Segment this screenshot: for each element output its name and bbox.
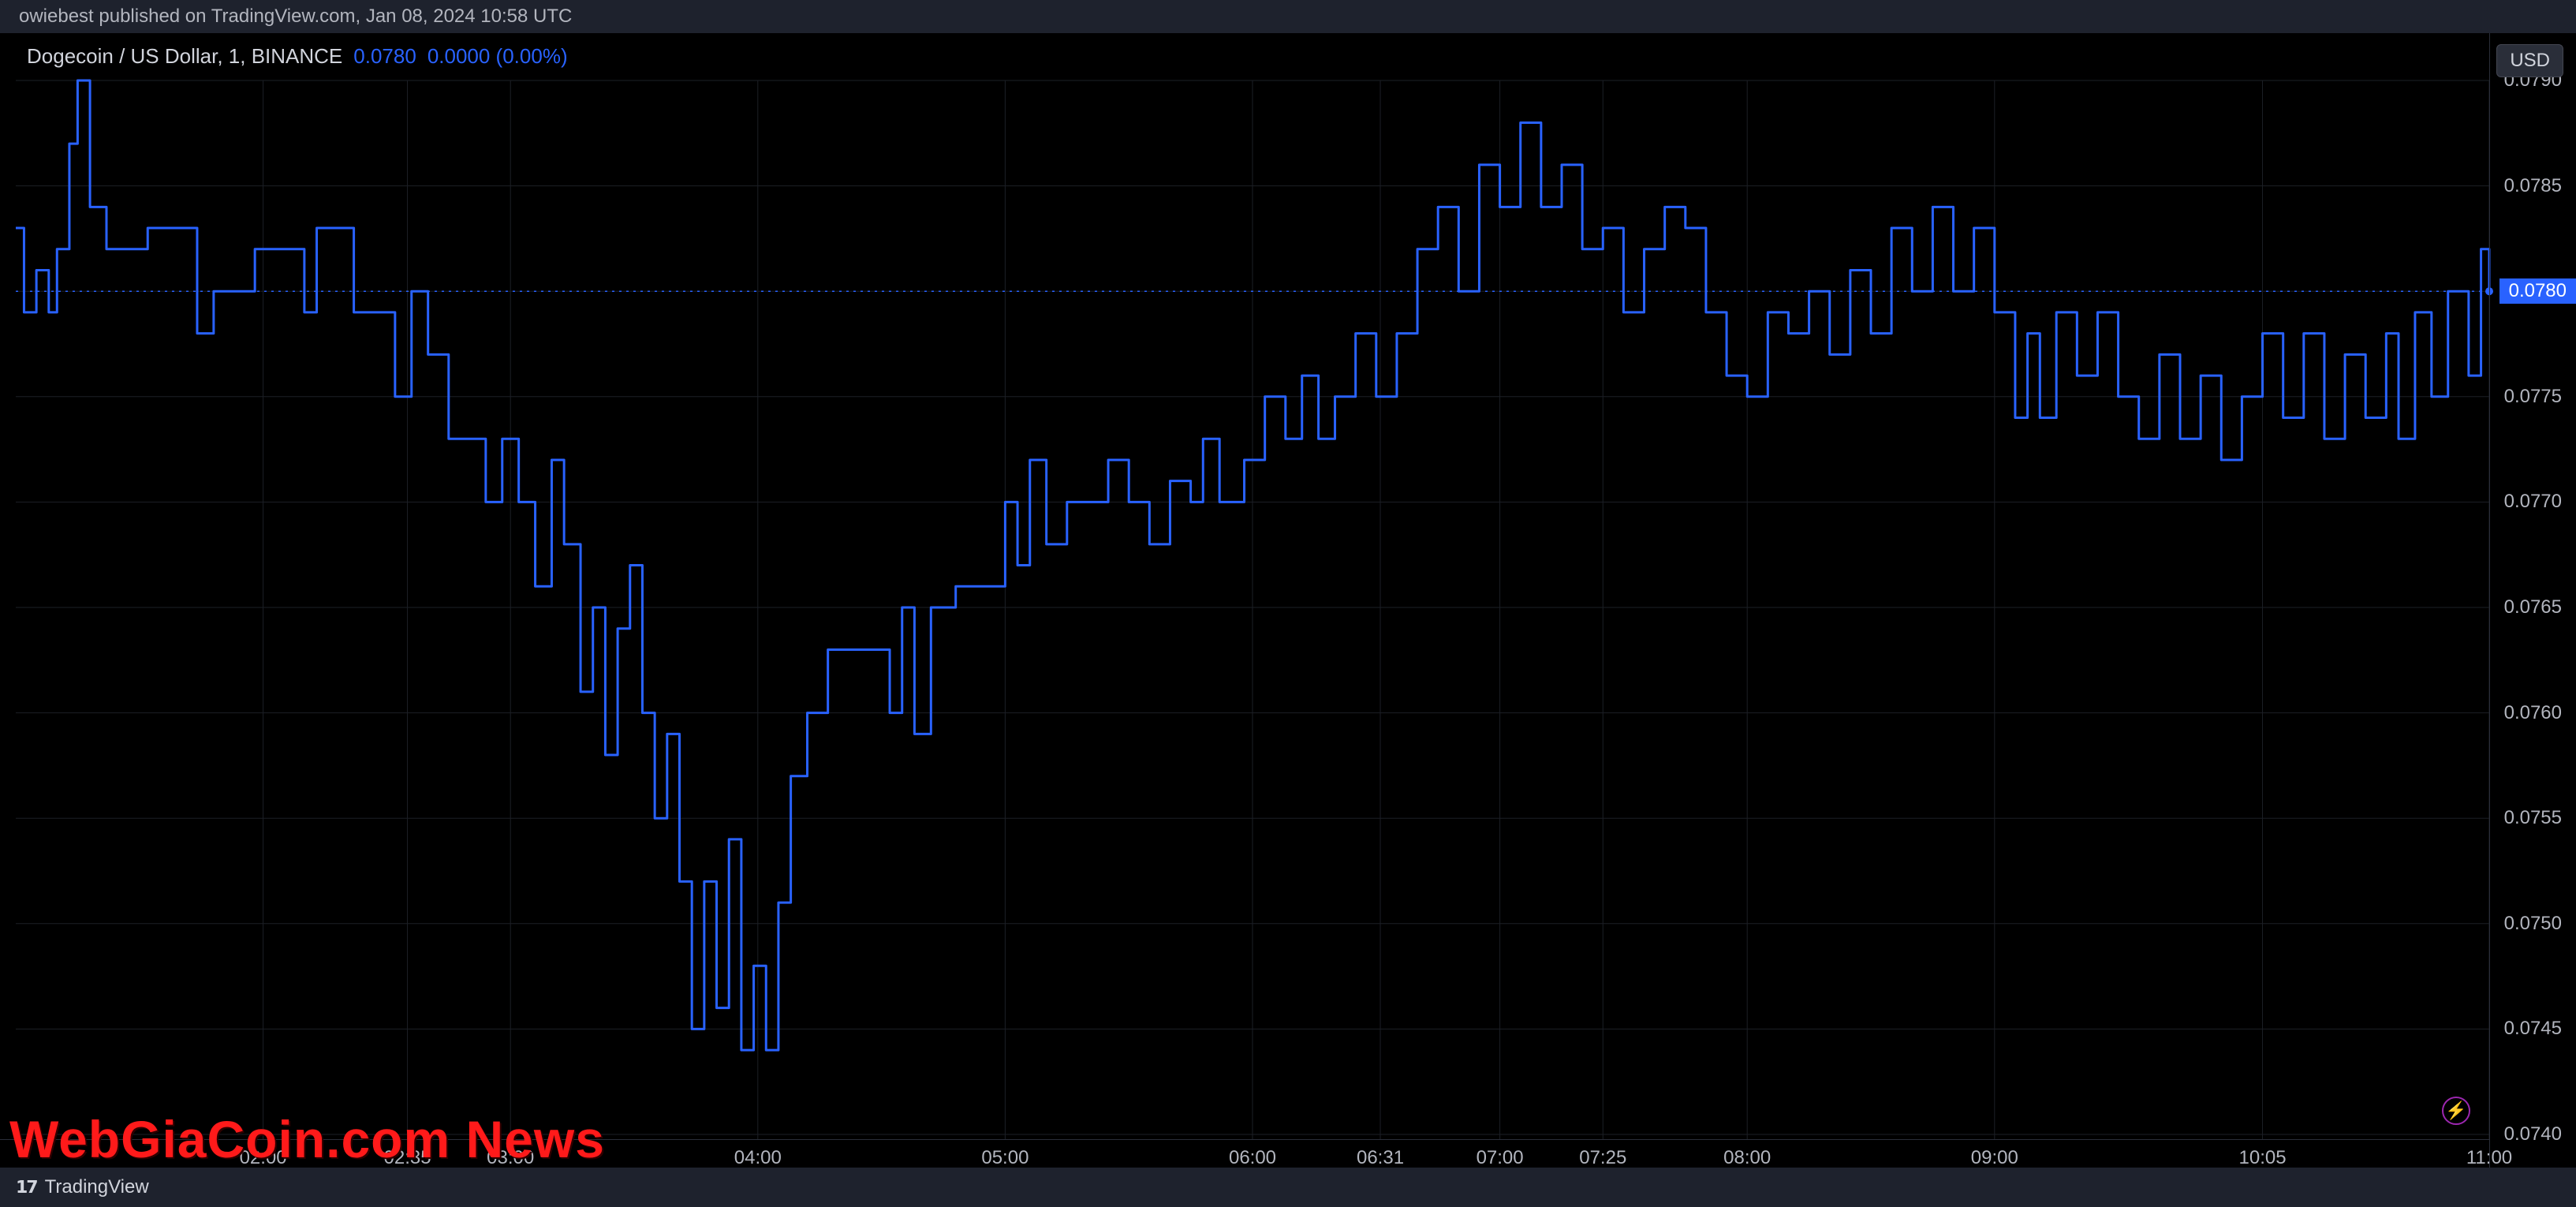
xaxis-divider xyxy=(0,1139,2489,1140)
x-tick-label: 08:00 xyxy=(1723,1147,1771,1169)
yaxis-divider xyxy=(2489,33,2490,1168)
chart-legend: Dogecoin / US Dollar, 1, BINANCE 0.0780 … xyxy=(27,44,568,69)
x-tick-label: 06:00 xyxy=(1229,1147,1276,1169)
x-tick-label: 06:31 xyxy=(1357,1147,1404,1169)
y-tick-label: 0.0745 xyxy=(2504,1018,2562,1040)
y-tick-label: 0.0765 xyxy=(2504,596,2562,618)
chart-plot xyxy=(0,33,2576,1168)
y-tick-label: 0.0775 xyxy=(2504,386,2562,408)
x-tick-label: 09:00 xyxy=(1971,1147,2018,1169)
legend-change: 0.0000 (0.00%) xyxy=(427,44,568,69)
x-tick-label: 07:25 xyxy=(1579,1147,1626,1169)
tradingview-logo-text: TradingView xyxy=(45,1176,149,1198)
y-tick-label: 0.0785 xyxy=(2504,175,2562,197)
legend-pair: Dogecoin / US Dollar, 1, BINANCE xyxy=(27,44,342,69)
flash-icon[interactable]: ⚡ xyxy=(2442,1097,2470,1125)
y-tick-label: 0.0755 xyxy=(2504,807,2562,829)
top-bar: owiebest published on TradingView.com, J… xyxy=(0,0,2576,33)
bottom-bar: 𝟭𝟳 TradingView xyxy=(0,1168,2576,1207)
current-price-tag: 0.0780 xyxy=(2499,278,2576,304)
publish-info: owiebest published on TradingView.com, J… xyxy=(19,6,572,28)
chart-area[interactable]: Dogecoin / US Dollar, 1, BINANCE 0.0780 … xyxy=(0,33,2576,1168)
tradingview-logo-icon: 𝟭𝟳 xyxy=(16,1177,37,1198)
currency-toggle-button[interactable]: USD xyxy=(2496,44,2563,77)
y-tick-label: 0.0760 xyxy=(2504,702,2562,724)
x-tick-label: 04:00 xyxy=(734,1147,782,1169)
x-tick-label: 02:35 xyxy=(384,1147,431,1169)
y-tick-label: 0.0770 xyxy=(2504,491,2562,513)
x-tick-label: 05:00 xyxy=(981,1147,1029,1169)
x-tick-label: 03:00 xyxy=(487,1147,534,1169)
x-tick-label: 07:00 xyxy=(1477,1147,1524,1169)
x-tick-label: 02:00 xyxy=(240,1147,287,1169)
x-tick-label: 10:05 xyxy=(2239,1147,2287,1169)
y-tick-label: 0.0740 xyxy=(2504,1123,2562,1145)
y-tick-label: 0.0750 xyxy=(2504,913,2562,935)
legend-price: 0.0780 xyxy=(353,44,416,69)
